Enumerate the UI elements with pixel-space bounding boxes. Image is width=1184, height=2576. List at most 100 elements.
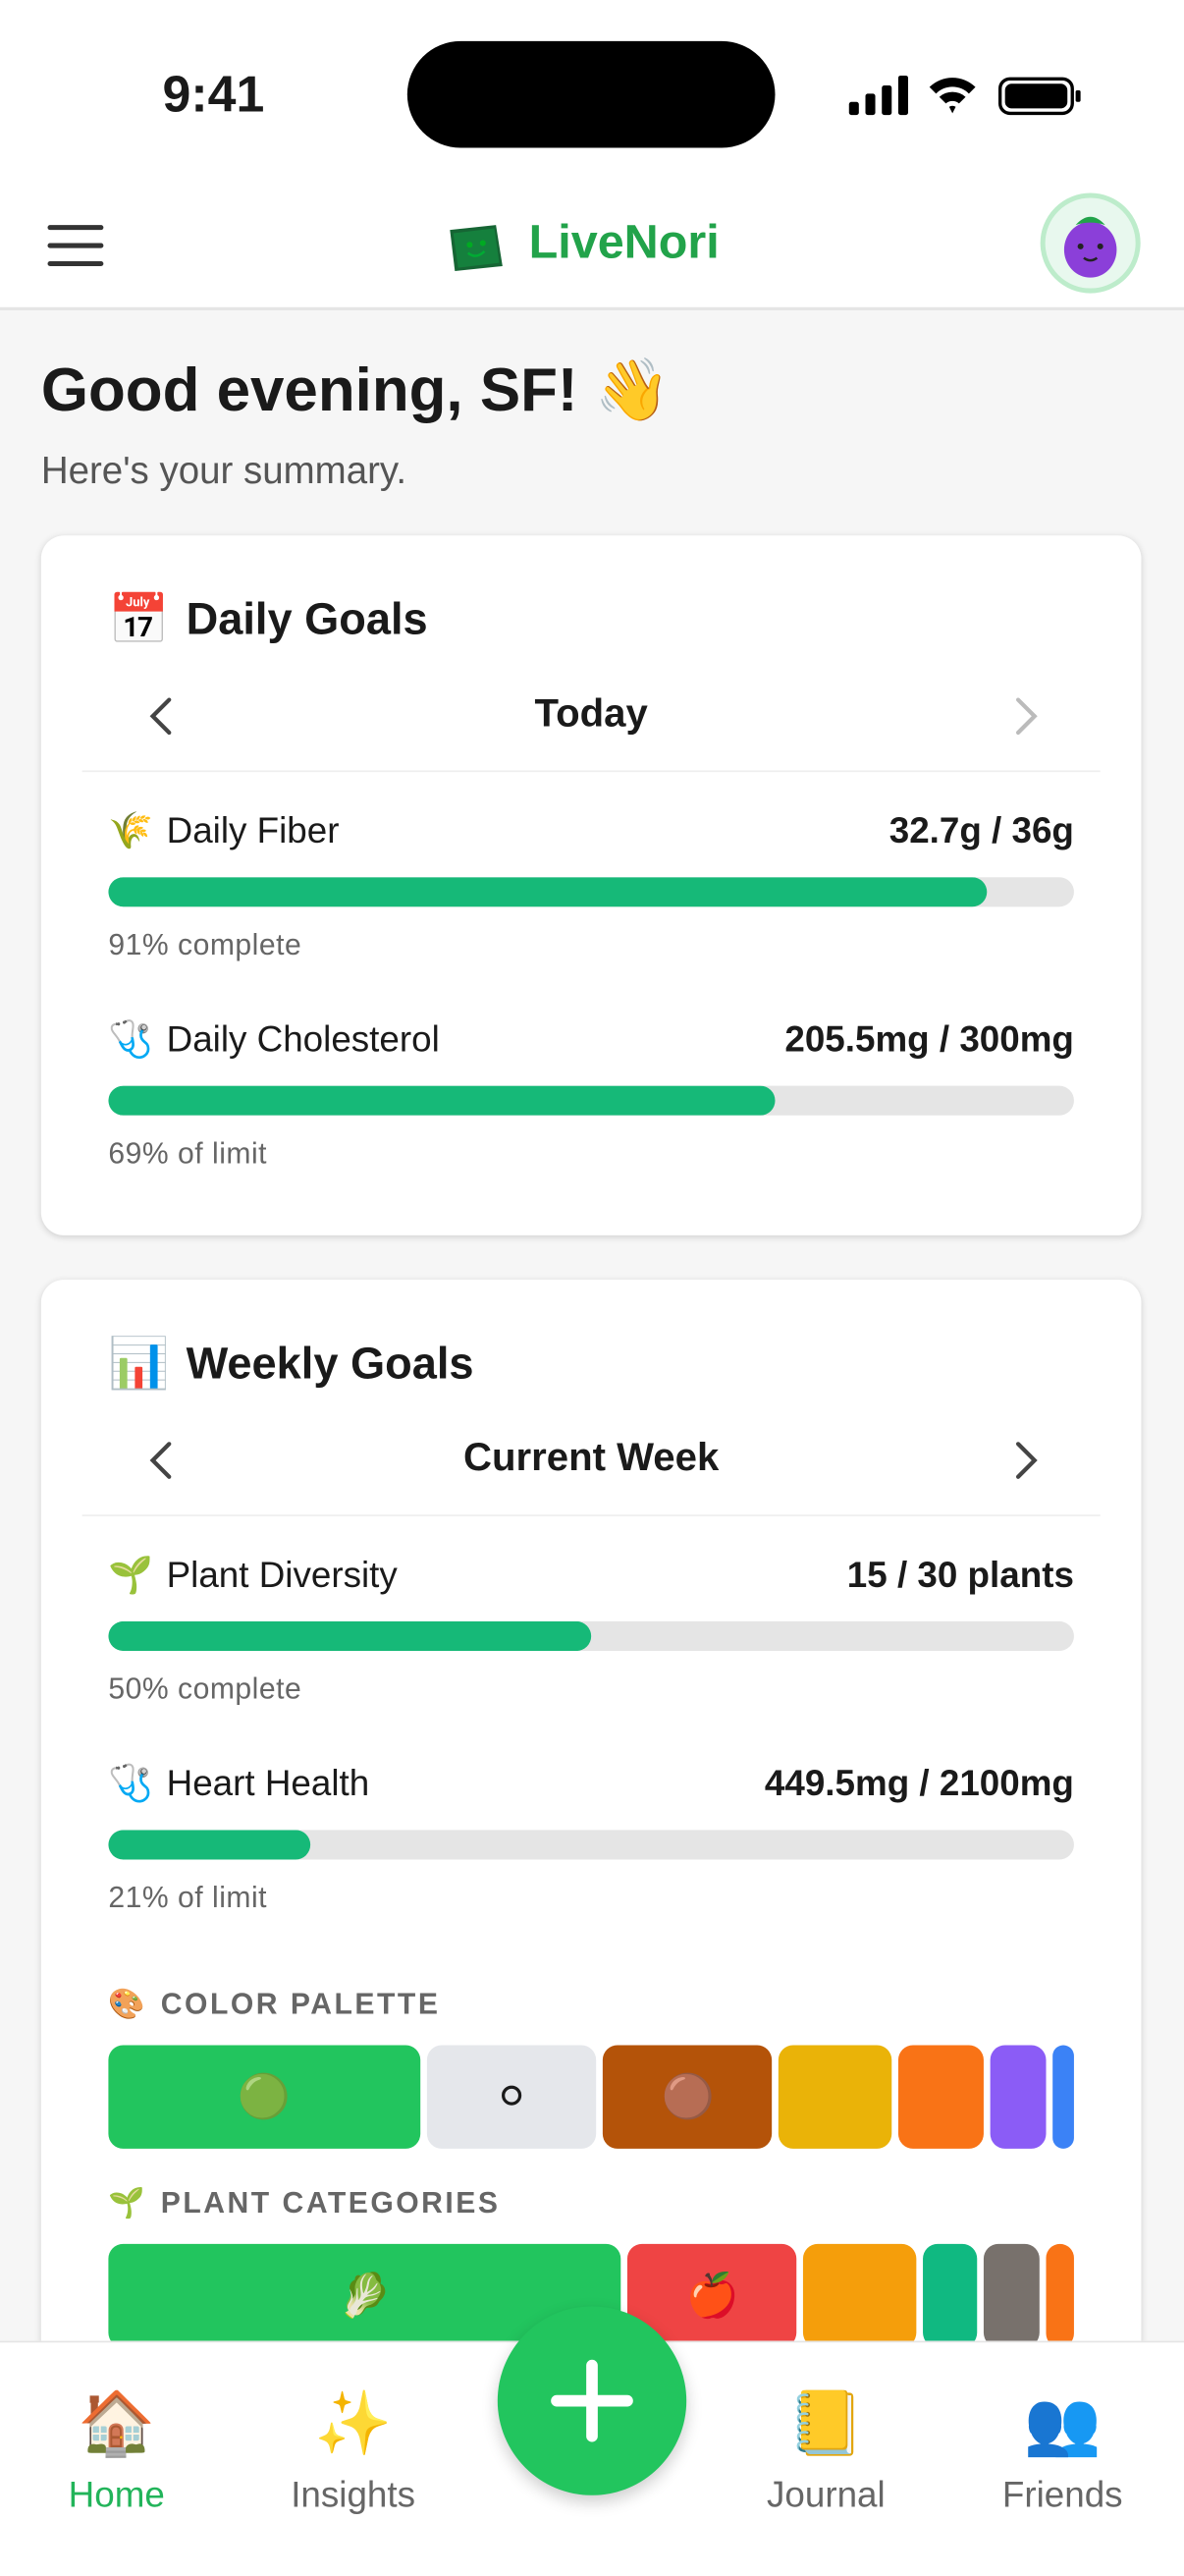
segment — [803, 2243, 917, 2341]
progress-fill — [108, 877, 988, 907]
color-palette: 🎨 COLOR PALETTE 🟢 ⚪ 🟤 — [108, 1980, 1074, 2149]
progress-track — [108, 1830, 1074, 1860]
progress-fill — [108, 1830, 311, 1860]
goal-icon: 🌾 — [108, 809, 154, 851]
goal-item: 🩺 Daily Cholesterol 205.5mg / 300mg 69% of … — [108, 1007, 1074, 1205]
app-name: LiveNori — [528, 216, 720, 270]
card-title: 📊 Weekly Goals — [108, 1336, 1141, 1394]
period-label: Current Week — [463, 1435, 720, 1481]
goal-name: 🌱 Plant Diversity — [108, 1554, 397, 1596]
weekly-goals-card: 📊 Weekly Goals Current Week 🌱 Plant Diversit… — [40, 1280, 1142, 2341]
segment — [1046, 2243, 1074, 2341]
next-button[interactable] — [1010, 1439, 1043, 1481]
menu-button[interactable] — [46, 223, 105, 269]
goal-amount: 205.5mg / 300mg — [784, 1018, 1074, 1060]
segment: 🟤 — [603, 2045, 773, 2149]
section-title: PLANT CATEGORIES — [160, 2185, 501, 2219]
nav-item[interactable]: 👥 Friends — [944, 2388, 1181, 2516]
card-icon: 📅 — [108, 592, 170, 648]
card-title-text: Weekly Goals — [186, 1339, 474, 1389]
goal-item: 🌾 Daily Fiber 32.7g / 36g 91% complete — [108, 798, 1074, 997]
segment — [779, 2045, 892, 2149]
progress-track — [108, 1085, 1074, 1116]
goal-list: 🌱 Plant Diversity 15 / 30 plants 50% comple… — [41, 1516, 1142, 2341]
nav-item[interactable]: 📒 Journal — [708, 2388, 944, 2516]
dynamic-island — [406, 40, 776, 148]
nav-label: Journal — [767, 2474, 886, 2515]
goal-item: 🌱 Plant Diversity 15 / 30 plants 50% comple… — [108, 1543, 1074, 1741]
progress-text: 91% complete — [108, 928, 302, 961]
goal-amount: 32.7g / 36g — [888, 809, 1074, 851]
nav-icon: 👥 — [1023, 2389, 1102, 2460]
progress-text: 50% complete — [108, 1672, 302, 1706]
section-icon: 🎨 — [108, 1987, 148, 2020]
segment-icon: 🟤 — [661, 2071, 715, 2121]
segment-icon: 🥬 — [338, 2270, 392, 2320]
nav-icon: 🏠 — [78, 2389, 156, 2460]
chevron — [1015, 1442, 1038, 1479]
goal-amount: 15 / 30 plants — [846, 1554, 1074, 1596]
progress-fill — [108, 1085, 776, 1116]
segment: 🟢 — [108, 2045, 420, 2149]
goal-name: 🩺 Daily Cholesterol — [108, 1018, 439, 1061]
chevron — [1015, 697, 1038, 736]
nav-label: Home — [68, 2474, 165, 2515]
progress-text: 69% of limit — [108, 1136, 268, 1170]
segment — [1052, 2045, 1074, 2149]
goal-row: 🩺 Heart Health 449.5mg / 2100mg — [108, 1751, 1074, 1817]
logo — [450, 225, 503, 271]
goal-name: 🌾 Daily Fiber — [108, 810, 339, 852]
segment-bar: 🟢 ⚪ 🟤 — [108, 2045, 1074, 2149]
chevron — [149, 697, 172, 736]
prev-button[interactable] — [144, 695, 177, 738]
avatar[interactable] — [1040, 192, 1142, 295]
period-label: Today — [534, 691, 648, 737]
status-icons — [848, 75, 1081, 116]
subtitle: Here's your summary. — [40, 448, 407, 492]
progress-text: 21% of limit — [108, 1881, 268, 1914]
content: Good evening, SF! 👋 Here's your summary.… — [0, 310, 1184, 2341]
next-button[interactable] — [1010, 695, 1043, 738]
goal-name: 🩺 Heart Health — [108, 1763, 369, 1805]
section-icon: 🌱 — [108, 2185, 148, 2219]
period-selector: Current Week — [81, 1406, 1101, 1516]
segment-icon: 🟢 — [237, 2071, 292, 2121]
card-title-text: Daily Goals — [186, 594, 428, 644]
segment — [923, 2243, 978, 2341]
goal-row: 🌾 Daily Fiber 32.7g / 36g — [108, 798, 1074, 864]
goal-label: Plant Diversity — [166, 1554, 398, 1596]
daily-goals-card: 📅 Daily Goals Today 🌾 Daily Fiber 32.7g / 36g… — [40, 535, 1142, 1235]
section-title: COLOR PALETTE — [160, 1987, 441, 2020]
segment-icon: ⚪ — [493, 2071, 530, 2121]
goal-amount: 449.5mg / 2100mg — [764, 1762, 1074, 1804]
segment — [990, 2045, 1047, 2149]
segment-icon: 🍎 — [685, 2270, 739, 2320]
segment: 🍎 — [627, 2243, 797, 2341]
nav-item[interactable]: 🏠 Home — [0, 2388, 235, 2516]
nav-label: Friends — [1001, 2474, 1123, 2515]
plus-icon — [551, 2359, 633, 2442]
card-title: 📅 Daily Goals — [108, 591, 1141, 649]
prev-button[interactable] — [144, 1439, 177, 1481]
plant-categories: 🌱 PLANT CATEGORIES 🥬 🍎 — [108, 2178, 1074, 2341]
progress-track — [108, 877, 1074, 907]
nav-item[interactable]: ✨ Insights — [235, 2388, 471, 2516]
section-header: 🌱 PLANT CATEGORIES — [108, 2178, 1074, 2227]
segment-bar: 🥬 🍎 — [108, 2243, 1074, 2341]
card-icon: 📊 — [108, 1337, 170, 1392]
chevron — [149, 1442, 172, 1479]
section-header: 🎨 COLOR PALETTE — [108, 1980, 1074, 2029]
add-button[interactable] — [497, 2306, 687, 2495]
period-selector: Today — [81, 662, 1101, 773]
goal-item: 🩺 Heart Health 449.5mg / 2100mg 21% of limi… — [108, 1751, 1074, 1949]
goal-icon: 🩺 — [108, 1762, 154, 1804]
top-bar: LiveNori — [0, 180, 1184, 311]
goal-row: 🩺 Daily Cholesterol 205.5mg / 300mg — [108, 1007, 1074, 1072]
nav-icon: 📒 — [786, 2389, 865, 2460]
nav-label: Insights — [291, 2474, 416, 2515]
status-bar: 9:41 — [0, 0, 1184, 181]
goal-list: 🌾 Daily Fiber 32.7g / 36g 91% complete 🩺 Dail… — [41, 772, 1142, 1206]
greeting: Good evening, SF! 👋 — [40, 356, 671, 424]
goal-row: 🌱 Plant Diversity 15 / 30 plants — [108, 1543, 1074, 1609]
